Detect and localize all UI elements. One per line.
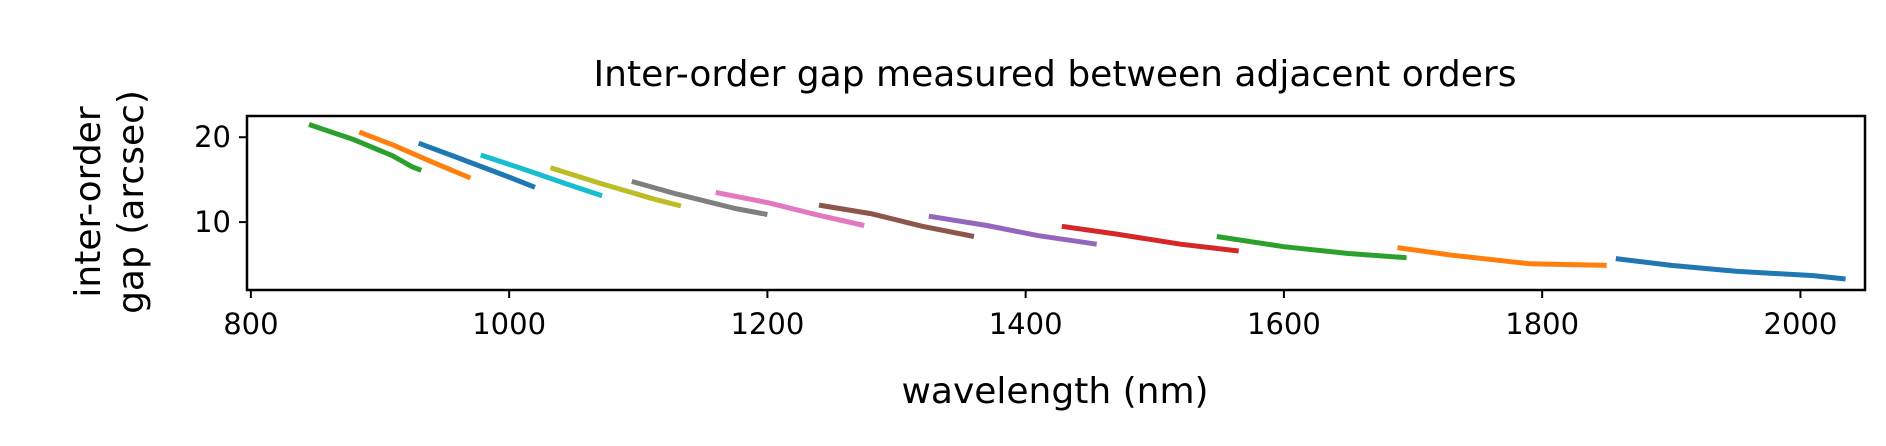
plot-frame [245,114,1867,292]
series-layer [308,122,1846,282]
y-axis-label-line-1: inter-order [68,106,109,297]
x-tick-label-800: 800 [223,307,278,341]
x-axis: 800 1000 1200 1400 1600 1800 2000 [223,290,1837,341]
series-line-12 [1397,245,1607,268]
series-line-8 [818,202,975,239]
x-tick-label-1200: 1200 [730,307,804,341]
x-tick-label-1800: 1800 [1505,307,1579,341]
x-tick-label-1400: 1400 [989,307,1063,341]
series-line-9 [928,213,1098,247]
series-line-2 [358,129,472,181]
x-tick-label-1600: 1600 [1247,307,1321,341]
series-line-1 [308,122,423,173]
x-tick-label-1000: 1000 [472,307,546,341]
chart-title: Inter-order gap measured between adjacen… [594,54,1517,95]
y-axis-label-line-2: gap (arcsec) [111,90,152,314]
series-line-10 [1061,223,1239,254]
x-tick-label-2000: 2000 [1764,307,1838,341]
series-line-3 [417,140,536,190]
series-line-13 [1615,256,1846,282]
series-line-11 [1216,234,1407,261]
series-line-7 [715,189,865,228]
x-axis-label: wavelength (nm) [901,371,1208,412]
series-line-5 [549,165,682,209]
y-tick-label-10: 10 [194,205,231,239]
y-tick-label-20: 20 [194,120,231,154]
series-line-6 [631,178,768,217]
y-axis: 10 20 [194,120,247,239]
series-line-4 [479,152,603,199]
